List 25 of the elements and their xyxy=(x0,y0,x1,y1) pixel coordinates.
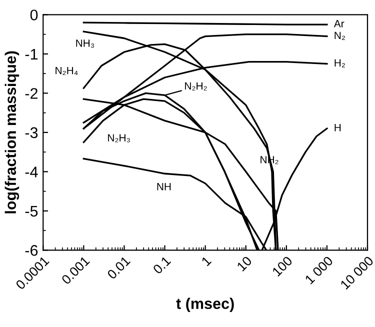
x-tick-label: 0.1 xyxy=(152,256,172,274)
annotation: N₂ xyxy=(334,32,345,40)
x-tick-label: 100 xyxy=(272,256,293,277)
y-tick-label: -3 xyxy=(25,127,38,138)
annotation: H xyxy=(334,124,341,132)
y-tick-label: -4 xyxy=(25,166,38,178)
y-tick-label: 0 xyxy=(30,10,38,20)
y-tick-label: -2 xyxy=(25,88,38,99)
annotation: NH xyxy=(157,183,171,190)
y-tick-label: -1 xyxy=(25,48,38,60)
x-tick-label: 10 xyxy=(236,256,252,272)
annotation: NH₃ xyxy=(76,40,94,48)
x-tick-label: 1 000 xyxy=(304,256,334,285)
annotation: Ar xyxy=(334,20,344,28)
y-tick-label: -6 xyxy=(25,245,38,256)
annotation: N₂H₂ xyxy=(185,82,207,90)
annotation: N₂H₃ xyxy=(108,134,130,142)
x-axis-title: t (msec) xyxy=(176,298,234,312)
y-axis-title: log(fraction massique) xyxy=(4,51,20,214)
x-tick-label: 1 xyxy=(201,256,212,266)
y-tick-label: -5 xyxy=(25,206,38,217)
x-tick-label: 0.01 xyxy=(106,256,131,280)
annotation: H₂ xyxy=(334,59,345,68)
x-tick-label: 10 000 xyxy=(340,256,374,290)
annotation: N₂H₄ xyxy=(56,66,78,76)
